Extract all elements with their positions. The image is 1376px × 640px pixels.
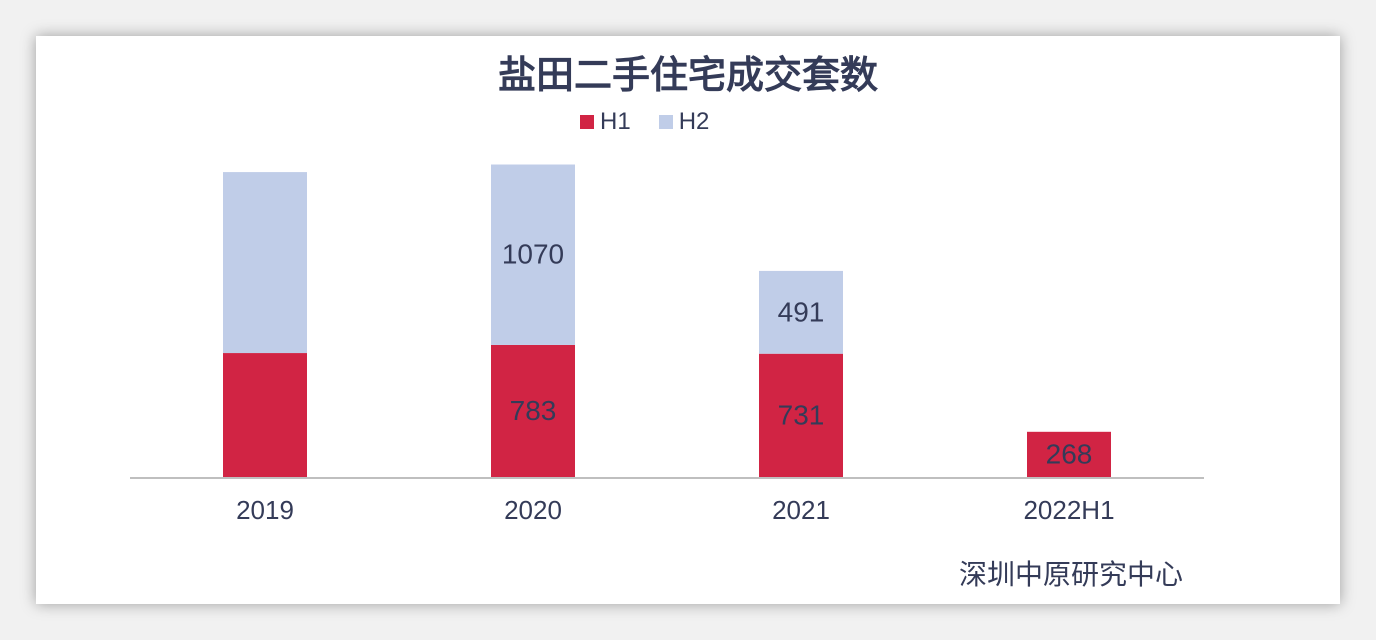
- data-label-h1-2021: 731: [778, 399, 825, 430]
- legend: H1 H2: [580, 105, 737, 139]
- bar-h2-2021: [759, 270, 843, 354]
- x-tick-label-2019: 2019: [236, 495, 294, 525]
- data-label-h2-2021: 491: [778, 296, 825, 327]
- legend-swatch-h2: [658, 115, 673, 129]
- legend-item-h2: H2: [658, 108, 710, 136]
- bar-h2-2019: [223, 172, 307, 354]
- x-tick-label-2021: 2021: [772, 495, 830, 525]
- data-label-h1-2022H1: 268: [1046, 438, 1093, 469]
- legend-label-h2: H2: [678, 108, 710, 135]
- bar-h1-2021: [759, 353, 843, 477]
- legend-item-h1: H1: [580, 108, 631, 136]
- source-label: 深圳中原研究中心: [958, 558, 1183, 591]
- legend-label-h1: H1: [600, 108, 631, 135]
- legend-swatch-h1: [580, 115, 594, 129]
- x-tick-label-2022H1: 2022H1: [1023, 495, 1114, 525]
- data-label-h2-2020: 1070: [502, 239, 564, 270]
- chart-title: 盐田二手住宅成交套数: [497, 53, 878, 97]
- x-tick-label-2020: 2020: [504, 495, 562, 525]
- bar-h2-2020: [491, 164, 575, 345]
- bar-h1-2020: [491, 344, 575, 477]
- bar-h1-2022H1: [1027, 431, 1111, 477]
- data-label-h1-2020: 783: [510, 395, 557, 426]
- bar-h1-2019: [223, 353, 307, 477]
